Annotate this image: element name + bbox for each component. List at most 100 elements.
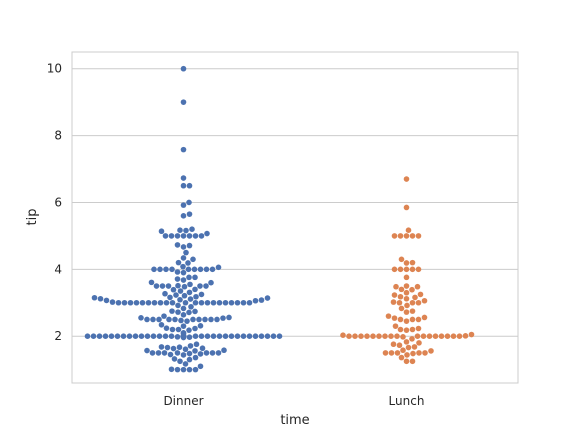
data-point-dinner — [183, 249, 189, 256]
data-point-dinner — [180, 182, 187, 189]
data-point-dinner — [163, 325, 170, 331]
data-point-lunch — [416, 350, 422, 356]
data-point-dinner — [186, 274, 192, 281]
data-point-dinner — [240, 299, 247, 306]
data-point-dinner — [192, 299, 199, 306]
data-point-dinner — [138, 333, 145, 339]
data-point-dinner — [175, 259, 182, 266]
data-point-lunch — [390, 341, 397, 348]
data-point-dinner — [158, 344, 165, 350]
data-point-dinner — [182, 299, 189, 306]
data-point-dinner — [175, 326, 182, 333]
data-point-dinner — [186, 309, 192, 316]
data-point-lunch — [391, 315, 398, 321]
data-point-dinner — [144, 333, 151, 339]
data-point-dinner — [97, 295, 104, 302]
data-point-dinner — [161, 313, 167, 319]
data-point-dinner — [203, 266, 210, 273]
data-point-dinner — [198, 299, 205, 306]
data-point-lunch — [432, 333, 439, 339]
data-point-dinner — [169, 299, 176, 306]
data-point-dinner — [164, 344, 171, 351]
data-point-dinner — [215, 350, 222, 356]
data-point-lunch — [403, 283, 410, 289]
data-point-dinner — [252, 297, 259, 304]
data-point-lunch — [358, 333, 364, 339]
data-point-dinner — [180, 330, 187, 336]
data-point-dinner — [156, 316, 162, 323]
data-point-lunch — [398, 256, 405, 263]
data-point-dinner — [115, 299, 122, 306]
data-point-dinner — [197, 323, 204, 329]
data-point-dinner — [197, 266, 204, 273]
data-point-dinner — [182, 361, 189, 367]
data-point-dinner — [197, 351, 204, 357]
data-point-dinner — [186, 350, 193, 357]
data-point-lunch — [456, 333, 463, 339]
data-point-lunch — [382, 350, 389, 356]
data-point-lunch — [394, 333, 400, 339]
data-point-dinner — [174, 334, 181, 340]
data-point-dinner — [156, 333, 163, 339]
data-point-dinner — [198, 291, 205, 298]
data-point-lunch — [411, 344, 418, 350]
data-point-lunch — [409, 259, 416, 266]
data-point-dinner — [187, 281, 193, 288]
data-point-dinner — [126, 333, 133, 339]
data-point-dinner — [246, 299, 253, 306]
data-point-dinner — [220, 315, 226, 321]
plot-frame — [71, 51, 519, 384]
data-point-dinner — [90, 333, 97, 339]
y-tick-label: 10 — [47, 62, 62, 76]
x-tick-label-lunch: Lunch — [389, 394, 425, 408]
data-point-lunch — [403, 260, 410, 266]
data-point-lunch — [415, 316, 422, 323]
data-point-dinner — [176, 344, 183, 351]
data-point-dinner — [186, 242, 193, 249]
data-point-dinner — [173, 292, 179, 298]
data-point-dinner — [186, 366, 193, 373]
data-point-dinner — [174, 233, 181, 239]
y-gridlines — [72, 68, 518, 337]
data-point-dinner — [190, 316, 196, 323]
data-point-lunch — [409, 358, 416, 365]
data-point-dinner — [163, 299, 170, 306]
data-point-dinner — [180, 65, 187, 72]
data-point-lunch — [450, 333, 457, 339]
data-point-dinner — [175, 282, 181, 289]
data-point-dinner — [191, 266, 198, 273]
data-point-dinner — [186, 182, 193, 189]
data-point-lunch — [405, 227, 412, 234]
data-point-lunch — [382, 333, 388, 339]
data-point-dinner — [157, 266, 163, 273]
data-point-dinner — [226, 314, 232, 321]
data-point-lunch — [438, 333, 445, 339]
data-point-lunch — [398, 305, 405, 312]
data-point-dinner — [258, 333, 265, 339]
data-point-dinner — [103, 297, 110, 304]
data-point-dinner — [186, 327, 192, 333]
data-point-dinner — [181, 292, 188, 299]
data-point-dinner — [174, 242, 181, 248]
data-point-dinner — [198, 233, 205, 239]
data-point-dinner — [180, 311, 187, 318]
data-point-lunch — [388, 333, 394, 339]
data-point-dinner — [192, 354, 199, 361]
data-point-lunch — [403, 339, 410, 345]
data-point-dinner — [199, 345, 206, 352]
data-point-dinner — [192, 333, 199, 339]
data-point-dinner — [138, 315, 144, 321]
data-point-dinner — [221, 347, 227, 354]
data-point-dinner — [222, 299, 229, 306]
data-point-dinner — [193, 293, 199, 300]
data-point-dinner — [252, 333, 259, 339]
data-point-lunch — [403, 318, 410, 324]
data-point-dinner — [204, 333, 211, 339]
data-point-dinner — [180, 233, 187, 239]
data-point-dinner — [171, 356, 178, 362]
data-point-dinner — [170, 345, 177, 352]
data-point-lunch — [405, 344, 412, 351]
data-point-dinner — [175, 302, 181, 309]
data-point-dinner — [109, 299, 116, 305]
data-point-lunch — [340, 332, 346, 338]
